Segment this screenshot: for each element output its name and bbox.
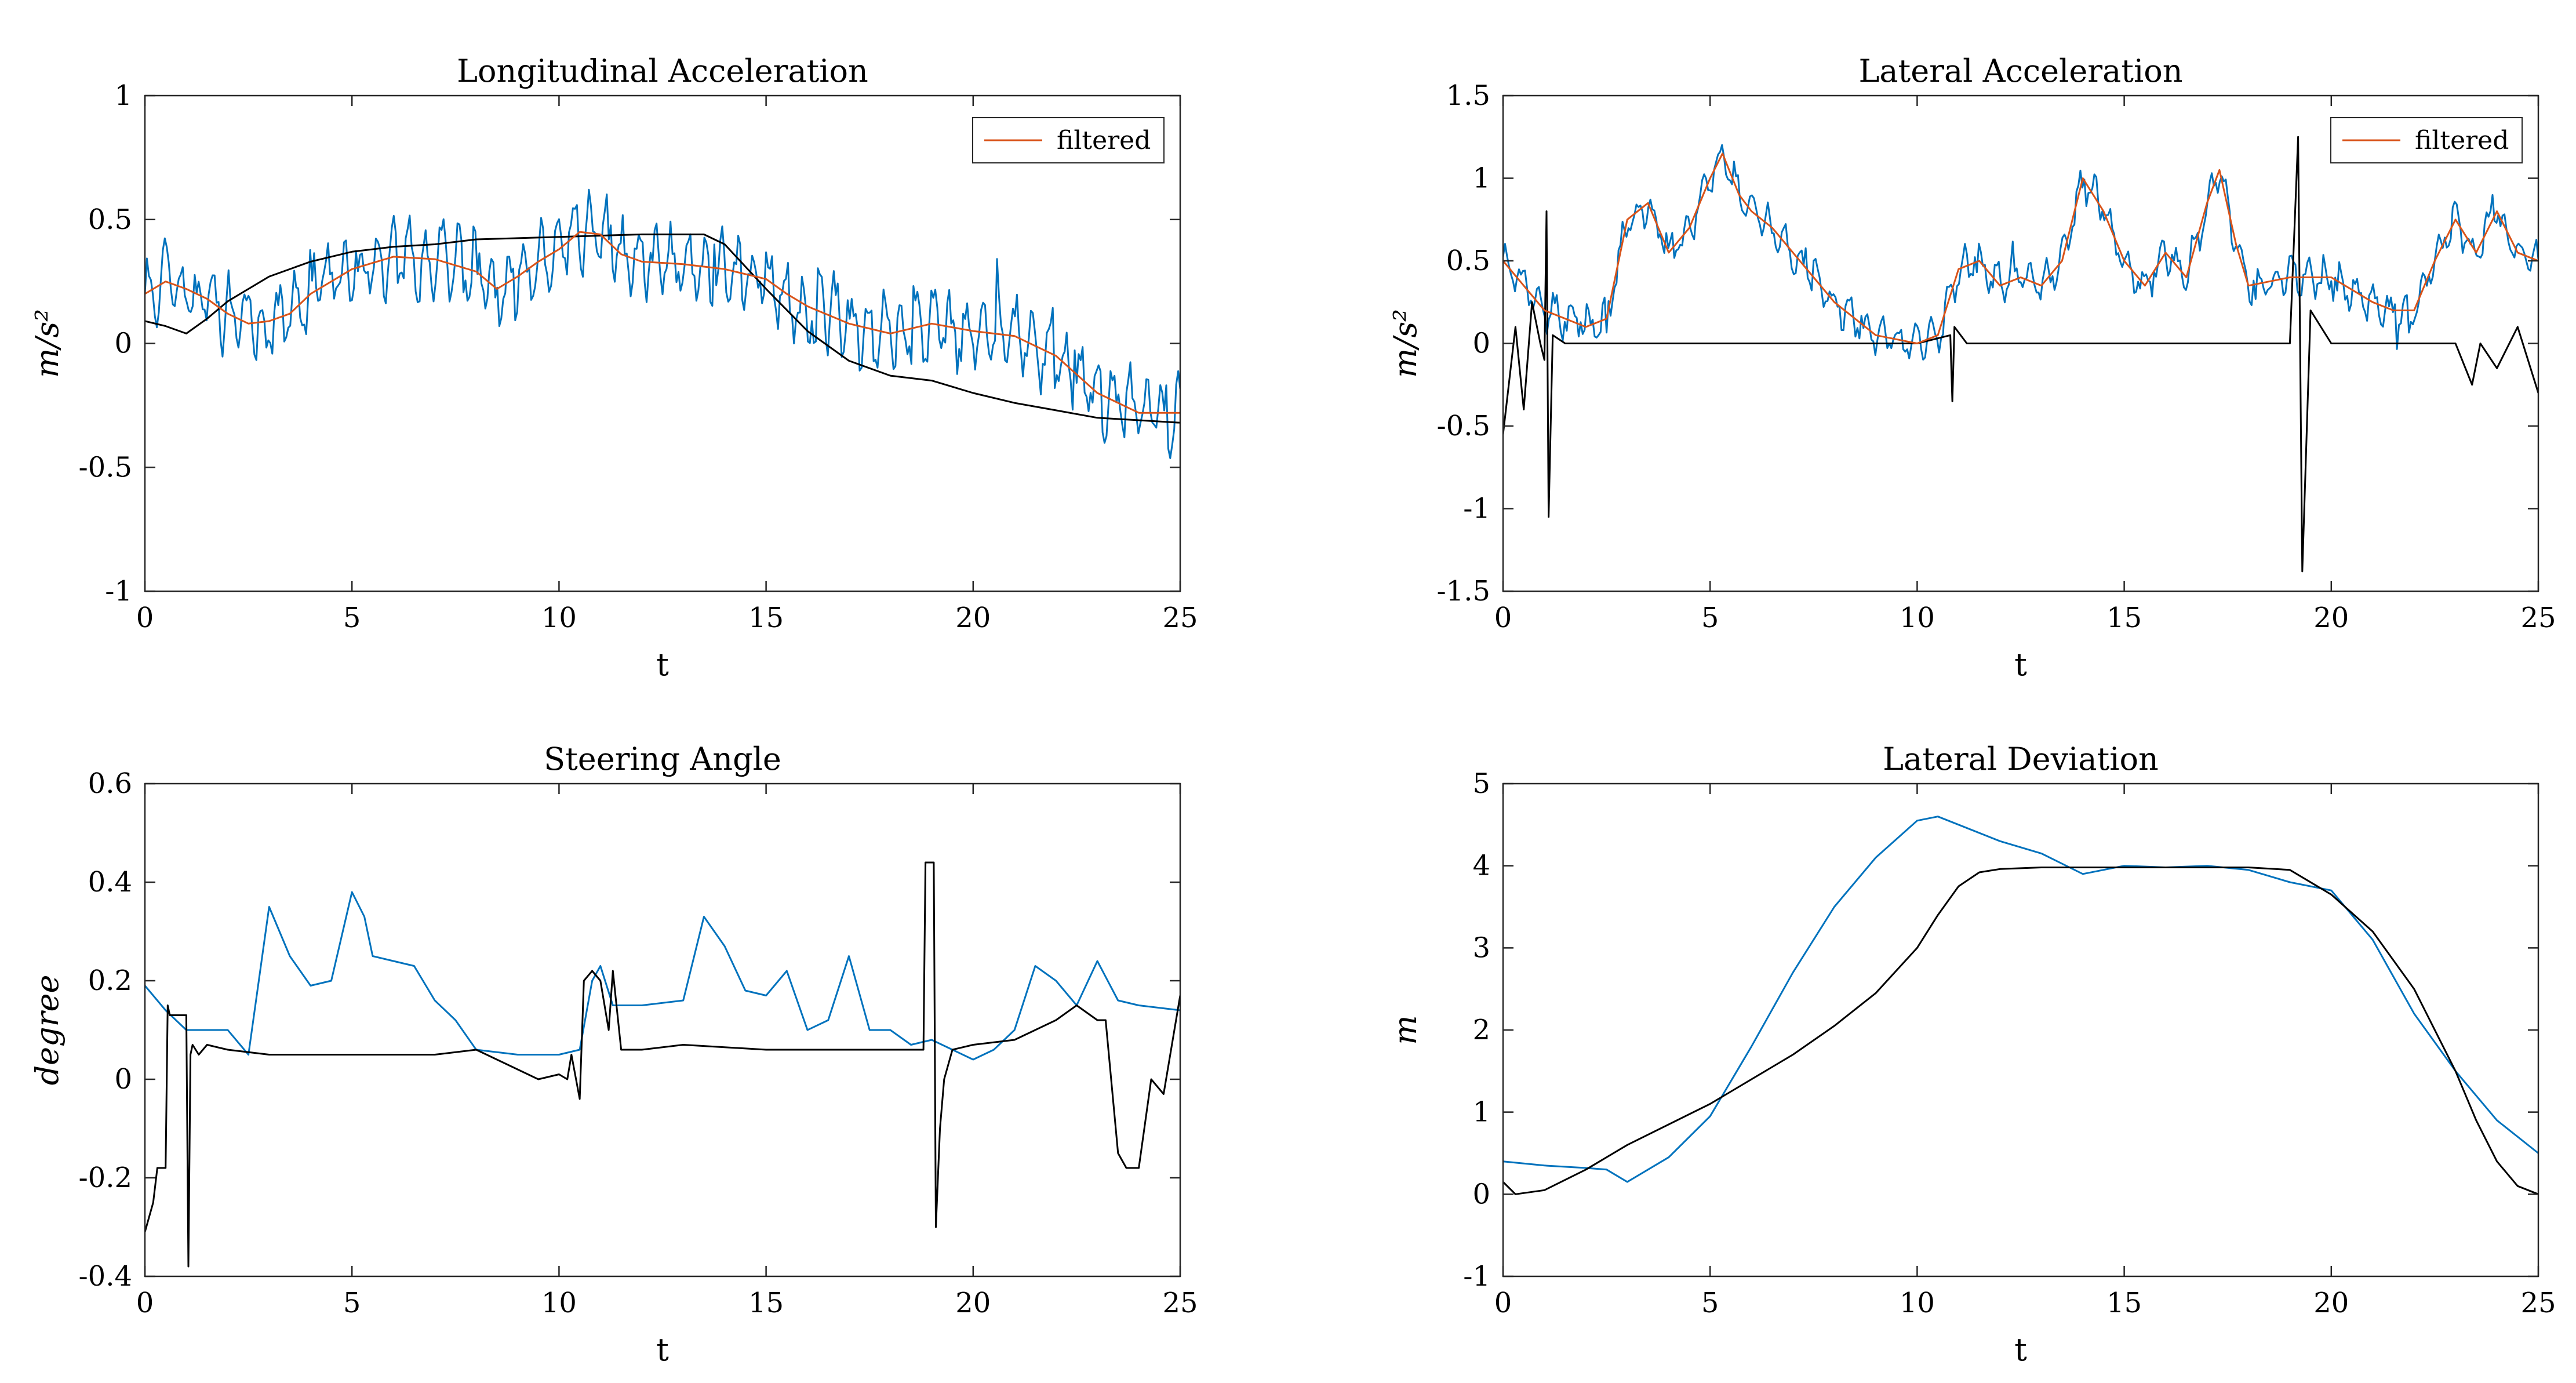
y-tick-label: 0 — [114, 1063, 132, 1096]
y-tick-label: 0.2 — [88, 965, 132, 997]
y-tick-label: 2 — [1472, 1014, 1490, 1046]
y-axis-label: degree — [29, 975, 66, 1086]
legend: filtered — [2330, 117, 2523, 163]
x-axis-label: t — [656, 1331, 669, 1368]
series-line-raw — [1503, 144, 2538, 361]
y-axis-label: m/s² — [1387, 309, 1424, 378]
y-tick-label: 1 — [1472, 162, 1490, 195]
plot-area — [145, 784, 1180, 1276]
x-tick-label: 25 — [1162, 1287, 1198, 1319]
series-line-raw — [145, 891, 1180, 1061]
y-axis-label: m/s² — [29, 309, 66, 378]
x-axis-label: t — [2014, 1331, 2027, 1368]
x-tick-label: 10 — [1900, 1287, 1935, 1319]
y-tick-label: -0.5 — [1436, 410, 1490, 442]
x-tick-label: 20 — [2313, 1287, 2349, 1319]
chart-title: Lateral Acceleration — [1858, 53, 2182, 89]
chart-title: Longitudinal Acceleration — [457, 53, 868, 89]
chart-panel-1: 0 5 10 15 20 25 -1 -0.5 0 0.5 1 Longitudinal Accele… — [29, 53, 1198, 683]
x-tick-label: 20 — [955, 602, 991, 634]
x-tick-label: 5 — [1701, 602, 1719, 634]
x-tick-label: 5 — [343, 602, 361, 634]
x-tick-label: 10 — [1900, 602, 1935, 634]
y-tick-label: 1.5 — [1446, 79, 1490, 112]
y-tick-label: 0.5 — [1446, 245, 1490, 277]
y-tick-label: 0 — [1472, 327, 1490, 360]
y-tick-label: -1 — [1463, 493, 1490, 525]
series-line-reference — [145, 861, 1180, 1268]
x-tick-label: 10 — [541, 602, 577, 634]
y-tick-label: 0.4 — [88, 866, 132, 898]
axes-box — [144, 783, 1181, 1278]
x-tick-label: 15 — [2106, 1287, 2142, 1319]
x-axis-label: t — [656, 646, 669, 683]
y-tick-label: 0 — [114, 327, 132, 360]
x-tick-label: 25 — [2520, 602, 2556, 634]
series-line-raw — [1503, 816, 2538, 1183]
x-tick-label: 0 — [1494, 602, 1512, 634]
x-tick-label: 25 — [2520, 1287, 2556, 1319]
y-tick-label: -0.2 — [78, 1162, 132, 1194]
x-tick-label: 5 — [343, 1287, 361, 1319]
y-tick-label: 0 — [1472, 1178, 1490, 1210]
x-tick-label: 0 — [1494, 1287, 1512, 1319]
y-tick-label: -0.4 — [78, 1260, 132, 1293]
x-tick-label: 0 — [136, 1287, 154, 1319]
x-tick-label: 15 — [748, 602, 784, 634]
series-line-raw — [145, 188, 1180, 459]
y-axis-label: m — [1387, 1015, 1424, 1044]
y-tick-label: 5 — [1472, 767, 1490, 800]
x-tick-label: 10 — [541, 1287, 577, 1319]
series-line-filtered — [145, 231, 1180, 414]
y-tick-label: 1 — [1472, 1096, 1490, 1129]
y-tick-label: -1.5 — [1436, 575, 1490, 607]
legend-label: filtered — [2415, 126, 2509, 155]
x-tick-label: 15 — [748, 1287, 784, 1319]
chart-panel-3: 0 5 10 15 20 25 -0.4 -0.2 0 0.2 0.4 0.6 Steering Ang… — [29, 741, 1198, 1368]
y-tick-label: -0.5 — [78, 451, 132, 483]
legend-label: filtered — [1057, 126, 1151, 155]
x-tick-label: 25 — [1162, 602, 1198, 634]
series-line-filtered — [1503, 152, 2538, 344]
chart-panel-2: 0 5 10 15 20 25 -1.5 -1 -0.5 0 0.5 1 1.5 Lateral Acce… — [1387, 53, 2556, 683]
legend: filtered — [972, 117, 1165, 163]
y-tick-label: -1 — [105, 575, 132, 607]
chart-title: Lateral Deviation — [1883, 741, 2159, 777]
x-tick-label: 15 — [2106, 602, 2142, 634]
plot-area — [1503, 784, 2538, 1276]
y-tick-label: 3 — [1472, 931, 1490, 964]
y-tick-label: -1 — [1463, 1260, 1490, 1293]
x-axis-label: t — [2014, 646, 2027, 683]
x-tick-label: 20 — [955, 1287, 991, 1319]
x-tick-label: 5 — [1701, 1287, 1719, 1319]
series-line-reference — [1503, 867, 2538, 1195]
series-line-reference — [1503, 136, 2538, 573]
y-tick-label: 1 — [114, 79, 132, 112]
x-tick-label: 20 — [2313, 602, 2349, 634]
chart-title: Steering Angle — [544, 741, 781, 777]
plot-area — [145, 96, 1180, 591]
series-line-reference — [145, 233, 1180, 424]
y-tick-label: 0.5 — [88, 203, 132, 236]
y-tick-label: 0.6 — [88, 767, 132, 800]
x-tick-label: 0 — [136, 602, 154, 634]
y-tick-label: 4 — [1472, 850, 1490, 882]
